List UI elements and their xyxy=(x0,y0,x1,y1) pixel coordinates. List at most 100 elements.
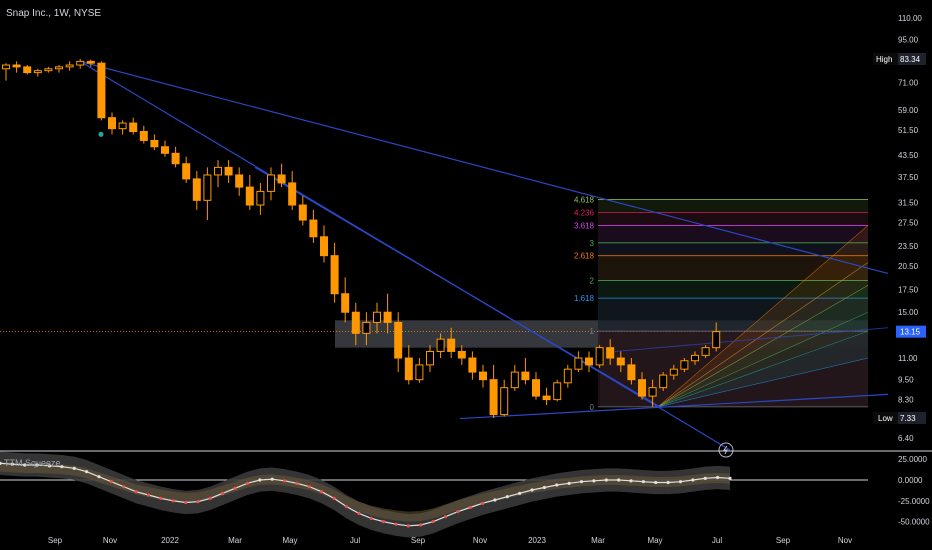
osc-dot xyxy=(307,485,311,489)
osc-dot xyxy=(703,476,707,480)
candle-body xyxy=(436,338,445,352)
osc-dot xyxy=(344,505,349,509)
osc-dot xyxy=(208,496,212,500)
price-tick: 71.00 xyxy=(898,79,919,88)
osc-dot xyxy=(443,515,448,519)
osc-dot xyxy=(10,462,14,466)
candle-body xyxy=(500,387,509,416)
fib-fan xyxy=(657,225,869,408)
osc-dot xyxy=(35,463,39,467)
price-tick: 110.00 xyxy=(898,14,922,23)
candle-body xyxy=(192,178,201,201)
candle-body xyxy=(118,122,127,130)
candle-body xyxy=(691,354,699,362)
candle-body xyxy=(659,374,668,389)
candle-body xyxy=(563,368,572,384)
osc-dot xyxy=(23,463,27,467)
osc-dot xyxy=(518,491,522,495)
candle-body xyxy=(55,66,63,70)
candle-body xyxy=(309,219,318,238)
osc-dot xyxy=(542,485,547,490)
price-tick: 8.30 xyxy=(898,396,914,405)
candle-body xyxy=(585,357,593,366)
low-label: Low xyxy=(878,414,893,423)
fib-band xyxy=(598,225,868,243)
osc-dot xyxy=(146,493,151,497)
trendline-upper xyxy=(79,60,889,275)
candle-body xyxy=(553,382,562,401)
lightning-glyph xyxy=(723,445,728,455)
candle-body xyxy=(171,152,180,165)
time-tick: Nov xyxy=(103,536,117,545)
trendline-mid xyxy=(254,166,661,408)
osc-dot xyxy=(258,478,262,482)
osc-dot xyxy=(196,500,200,504)
osc-tick: -25.0000 xyxy=(898,497,930,506)
candle-body xyxy=(76,60,85,66)
fan-baseline xyxy=(614,327,889,352)
fib-level-label: 0 xyxy=(590,403,595,412)
price-tick: 51.50 xyxy=(898,126,919,135)
candle-body xyxy=(330,255,339,295)
candle-body xyxy=(457,350,466,359)
candle-body xyxy=(510,371,519,389)
osc-dot xyxy=(233,486,237,490)
osc-dot xyxy=(221,491,225,495)
osc-tick: -50.0000 xyxy=(898,518,930,527)
candle-body xyxy=(479,371,487,381)
candle-body xyxy=(415,364,424,381)
time-tick: May xyxy=(282,536,297,545)
candle-body xyxy=(65,64,74,68)
candle-body xyxy=(182,163,191,180)
low-value: 7.33 xyxy=(900,414,916,423)
candle-body xyxy=(341,293,350,313)
osc-dot xyxy=(493,498,497,502)
indicator-title: TTM Squeeze xyxy=(4,458,61,468)
candle-body xyxy=(108,117,116,130)
candle-body xyxy=(97,62,106,119)
fib-level-label: 4.236 xyxy=(574,208,595,217)
candle-body xyxy=(235,174,244,188)
high-value-badge xyxy=(898,52,926,65)
candle-body xyxy=(150,139,159,148)
candle-body xyxy=(288,182,297,206)
last-price-value: 13.15 xyxy=(900,328,921,337)
candle-body xyxy=(298,204,307,221)
osc-dot xyxy=(72,466,76,470)
osc-dot xyxy=(629,479,633,483)
osc-dot xyxy=(579,480,584,484)
trendlines xyxy=(79,60,889,458)
osc-dot xyxy=(47,464,52,468)
fib-level-label: 3 xyxy=(590,239,595,248)
price-tick: 9.50 xyxy=(898,376,914,385)
fan-line xyxy=(657,225,869,408)
price-tick: 20.50 xyxy=(898,262,919,271)
candle-body xyxy=(373,311,381,323)
osc-dot xyxy=(183,500,188,505)
osc-dot xyxy=(530,488,534,492)
candle-body xyxy=(383,311,392,323)
osc-dot xyxy=(604,478,608,482)
fan-line xyxy=(657,357,869,408)
price-tick: 31.50 xyxy=(898,199,919,208)
osc-dot xyxy=(320,490,324,494)
osc-dot xyxy=(678,480,683,484)
osc-dot xyxy=(419,523,423,527)
fib-band xyxy=(598,298,868,332)
osc-dot xyxy=(282,479,287,483)
candle-body xyxy=(712,331,721,349)
low-badge xyxy=(873,411,899,424)
price-tick: 27.50 xyxy=(898,219,919,228)
squeeze-oscillator xyxy=(0,450,932,538)
chart-title: Snap Inc., 1W, NYSE xyxy=(6,8,102,19)
osc-dot xyxy=(716,475,720,480)
osc-dot xyxy=(666,480,670,485)
candle-body xyxy=(627,364,636,381)
candle-body xyxy=(351,311,360,334)
osc-dot xyxy=(85,470,89,474)
osc-dot xyxy=(171,499,175,503)
osc-dot xyxy=(394,522,398,526)
osc-dot xyxy=(295,481,299,485)
time-tick: 2023 xyxy=(528,536,546,545)
